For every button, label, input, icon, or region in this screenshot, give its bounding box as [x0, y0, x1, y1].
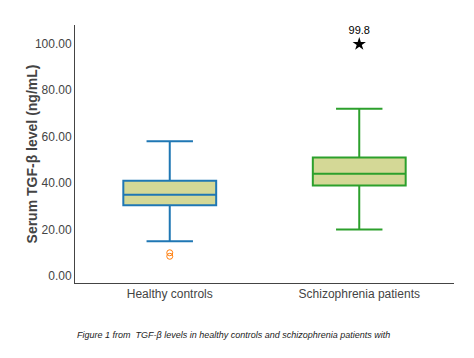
svg-text:20.00: 20.00 [42, 223, 72, 237]
svg-text:80.00: 80.00 [42, 83, 72, 97]
svg-text:Serum TGF-β level (ng/mL): Serum TGF-β level (ng/mL) [24, 65, 40, 244]
svg-text:Schizophrenia patients: Schizophrenia patients [299, 287, 420, 301]
svg-text:Healthy controls: Healthy controls [127, 287, 213, 301]
svg-text:40.00: 40.00 [42, 176, 72, 190]
svg-text:Figure 1 from TGF-β levels in: Figure 1 from TGF-β levels in healthy co… [77, 330, 390, 340]
svg-text:60.00: 60.00 [42, 130, 72, 144]
svg-text:99.8: 99.8 [349, 24, 370, 36]
svg-text:100.00: 100.00 [35, 37, 72, 51]
svg-text:0.00: 0.00 [48, 269, 72, 283]
